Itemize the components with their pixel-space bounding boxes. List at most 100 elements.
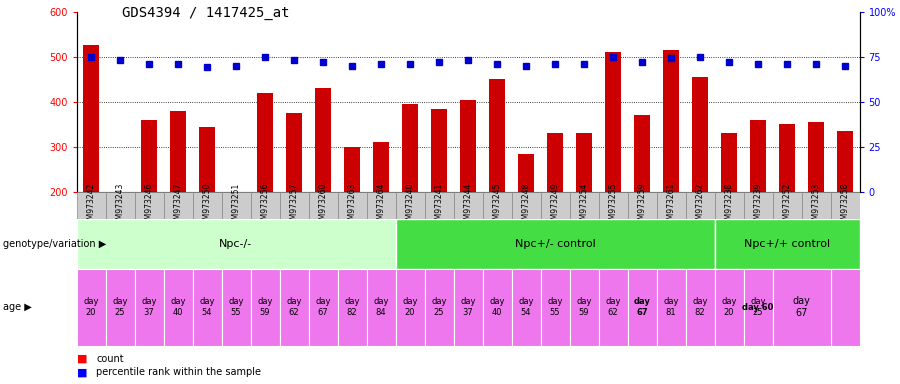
Bar [837,131,853,192]
Bar [802,269,831,346]
Bar [686,269,715,346]
Text: GSM973256: GSM973256 [260,182,269,228]
Text: Npc+/- control: Npc+/- control [515,239,596,249]
Text: age ▶: age ▶ [3,302,32,312]
Text: genotype/variation ▶: genotype/variation ▶ [3,239,106,249]
Text: GDS4394 / 1417425_at: GDS4394 / 1417425_at [122,6,289,20]
Bar [309,192,338,219]
Text: day
62: day 62 [605,298,621,317]
Bar [541,269,570,346]
Text: GSM973239: GSM973239 [753,182,762,228]
Bar [779,124,795,192]
Text: day
62: day 62 [286,298,302,317]
Text: day
55: day 55 [229,298,244,317]
Bar [715,219,860,269]
Bar [772,269,802,346]
Bar [808,122,824,192]
Text: day
40: day 40 [490,298,505,317]
Bar [656,192,686,219]
Bar [511,192,541,219]
Bar [431,109,447,192]
Bar [743,269,772,346]
Bar [193,192,221,219]
Text: GSM973243: GSM973243 [115,182,124,228]
Text: GSM973248: GSM973248 [521,182,530,228]
Text: day
37: day 37 [141,298,157,317]
Bar [570,192,599,219]
Bar [460,99,476,192]
Bar [141,120,157,192]
Bar [541,192,570,219]
Bar [164,269,193,346]
Bar [772,192,802,219]
Text: GSM973258: GSM973258 [841,182,850,228]
Bar [83,45,99,192]
Text: GSM973261: GSM973261 [667,182,676,228]
Text: GSM973251: GSM973251 [231,182,240,228]
Bar [454,269,482,346]
Bar [250,269,280,346]
Text: GSM973260: GSM973260 [319,182,328,228]
Bar [598,192,627,219]
Text: ■: ■ [76,354,87,364]
Text: GSM973246: GSM973246 [145,182,154,228]
Bar [627,269,656,346]
Bar [338,192,366,219]
Text: day
67: day 67 [315,298,331,317]
Bar [76,269,105,346]
Bar [309,269,338,346]
Bar [605,52,621,192]
Text: day
81: day 81 [663,298,679,317]
Bar [802,192,831,219]
Bar [366,192,395,219]
Text: day
25: day 25 [112,298,128,317]
Bar [576,133,592,192]
Bar [257,93,273,192]
Text: GSM973249: GSM973249 [551,182,560,228]
Text: GSM973254: GSM973254 [580,182,589,228]
Text: day 60: day 60 [742,303,774,312]
Text: day
25: day 25 [751,298,766,317]
Bar [425,192,454,219]
Bar [76,192,105,219]
Bar [199,127,215,192]
Text: GSM973242: GSM973242 [86,182,95,228]
Text: day
20: day 20 [721,298,737,317]
Text: GSM973244: GSM973244 [464,182,472,228]
Text: GSM973255: GSM973255 [608,182,617,228]
Text: Npc-/-: Npc-/- [220,239,253,249]
Bar [105,192,134,219]
Bar [627,192,656,219]
Text: day
20: day 20 [83,298,99,317]
Bar [344,147,360,192]
Bar [692,77,708,192]
Text: day
37: day 37 [460,298,476,317]
Text: GSM973245: GSM973245 [492,182,501,228]
Text: GSM973262: GSM973262 [696,182,705,228]
Bar [280,269,309,346]
Text: day
54: day 54 [199,298,215,317]
Text: day
40: day 40 [170,298,185,317]
Bar [547,133,563,192]
Text: day
55: day 55 [547,298,562,317]
Bar [338,269,366,346]
Bar [482,269,511,346]
Bar [511,269,541,346]
Bar [280,192,309,219]
Bar [489,79,505,192]
Bar [221,192,250,219]
Text: GSM973240: GSM973240 [406,182,415,228]
Text: day
82: day 82 [692,298,707,317]
Bar [750,120,766,192]
Text: GSM973241: GSM973241 [435,182,444,228]
Bar [598,269,627,346]
Bar [76,219,395,269]
Text: GSM973253: GSM973253 [812,182,821,228]
Bar [134,192,164,219]
Bar [772,269,831,346]
Bar [482,192,511,219]
Bar [454,192,482,219]
Bar [395,269,425,346]
Text: day
25: day 25 [431,298,446,317]
Bar [831,269,860,346]
